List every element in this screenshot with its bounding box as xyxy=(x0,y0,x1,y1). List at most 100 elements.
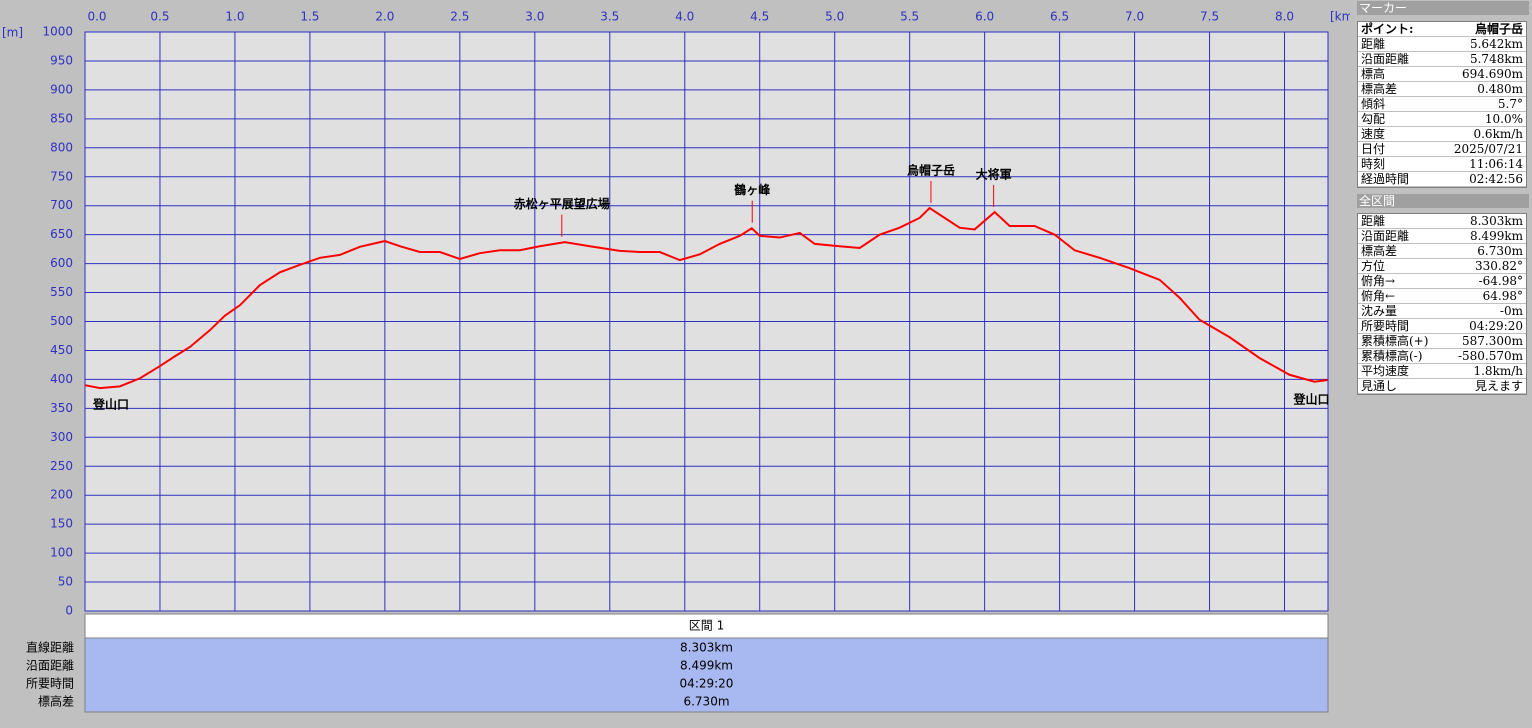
x-tick-label: 3.5 xyxy=(600,10,619,24)
section-body xyxy=(84,637,1329,713)
info-key: 俯角→ xyxy=(1361,274,1396,288)
total-title: 全区間 xyxy=(1357,194,1529,208)
info-value: 02:42:56 xyxy=(1469,172,1523,186)
x-tick-label: 3.0 xyxy=(525,10,544,24)
info-value: 04:29:20 xyxy=(1469,319,1523,333)
info-value: 5.748km xyxy=(1469,52,1523,66)
info-row: 距離 5.642km xyxy=(1358,37,1526,52)
info-row: ポイント: 烏帽子岳 xyxy=(1358,22,1526,37)
section-row-value: 04:29:20 xyxy=(680,677,734,691)
x-tick-label: 2.0 xyxy=(375,10,394,24)
info-value: 烏帽子岳 xyxy=(1474,22,1523,36)
info-row: 累積標高(+) 587.300m xyxy=(1358,334,1526,349)
info-key: 方位 xyxy=(1361,259,1386,273)
info-row: 日付 2025/07/21 xyxy=(1358,142,1526,157)
info-row: 標高差 0.480m xyxy=(1358,82,1526,97)
section-row-label: 標高差 xyxy=(38,694,74,709)
info-value: -64.98° xyxy=(1478,274,1523,288)
y-axis-label: [m] xyxy=(2,26,23,40)
info-row: 距離 8.303km xyxy=(1358,214,1526,229)
total-panel: 距離 8.303km 沿面距離 8.499km 標高差 6.730m 方位 330.82° 俯角… xyxy=(1357,213,1527,395)
waypoint-label: 大将軍 xyxy=(976,166,1012,181)
section-row-value: 8.499km xyxy=(680,659,733,673)
y-tick-label: 100 xyxy=(50,546,73,560)
x-tick-label: 0.0 xyxy=(87,10,106,24)
info-key: 俯角← xyxy=(1361,289,1396,303)
info-row: 経過時間 02:42:56 xyxy=(1358,172,1526,187)
info-value: 5.642km xyxy=(1469,37,1523,51)
info-value: 8.499km xyxy=(1469,229,1523,243)
info-row: 俯角← 64.98° xyxy=(1358,289,1526,304)
info-row: 見通し 見えます xyxy=(1358,379,1526,394)
elevation-line xyxy=(84,206,1328,390)
y-tick-label: 350 xyxy=(50,401,73,415)
info-key: ポイント: xyxy=(1361,22,1414,36)
y-tick-label: 0 xyxy=(65,604,73,618)
info-key: 勾配 xyxy=(1361,112,1386,126)
info-row: 累積標高(-) -580.570m xyxy=(1358,349,1526,364)
info-key: 沿面距離 xyxy=(1361,229,1410,243)
info-key: 所要時間 xyxy=(1361,319,1410,333)
info-value: 11:06:14 xyxy=(1469,157,1523,171)
y-tick-label: 700 xyxy=(50,198,73,212)
info-key: 経過時間 xyxy=(1361,172,1410,186)
info-row: 標高差 6.730m xyxy=(1358,244,1526,259)
info-row: 沿面距離 5.748km xyxy=(1358,52,1526,67)
info-key: 累積標高(-) xyxy=(1361,349,1423,363)
y-tick-label: 500 xyxy=(50,314,73,328)
x-tick-label: 4.0 xyxy=(675,10,694,24)
waypoint-label: 登山口 xyxy=(1293,391,1330,406)
info-key: 距離 xyxy=(1361,37,1386,51)
section-row-value: 6.730m xyxy=(683,695,729,709)
info-row: 沈み量 -0m xyxy=(1358,304,1526,319)
info-value: -0m xyxy=(1499,304,1523,318)
info-key: 速度 xyxy=(1361,127,1386,141)
x-tick-label: 0.5 xyxy=(150,10,169,24)
info-value: 330.82° xyxy=(1475,259,1523,273)
info-row: 沿面距離 8.499km xyxy=(1358,229,1526,244)
y-tick-label: 50 xyxy=(58,575,73,589)
x-tick-label: 5.0 xyxy=(825,10,844,24)
x-tick-label: 4.5 xyxy=(750,10,769,24)
marker-panel: ポイント: 烏帽子岳距離 5.642km 沿面距離 5.748km 標高 694.690m 標… xyxy=(1357,21,1527,188)
info-value: 10.0% xyxy=(1484,112,1523,126)
y-tick-label: 600 xyxy=(50,256,73,270)
info-value: 8.303km xyxy=(1469,214,1523,228)
waypoint-label: 赤松ヶ平展望広場 xyxy=(514,196,610,211)
info-key: 標高差 xyxy=(1361,244,1398,258)
y-tick-label: 800 xyxy=(50,140,73,154)
y-tick-label: 950 xyxy=(50,53,73,67)
info-key: 沈み量 xyxy=(1361,304,1398,318)
y-tick-label: 900 xyxy=(50,82,73,96)
waypoint-label: 烏帽子岳 xyxy=(907,162,955,177)
section-row-label: 直線距離 xyxy=(26,640,74,655)
info-key: 距離 xyxy=(1361,214,1386,228)
info-row: 傾斜 5.7° xyxy=(1358,97,1526,112)
x-tick-label: 7.5 xyxy=(1200,10,1219,24)
waypoint-label: 鶴ヶ峰 xyxy=(734,182,771,197)
info-key: 日付 xyxy=(1361,142,1386,156)
info-value: 5.7° xyxy=(1497,97,1523,111)
info-row: 俯角→ -64.98° xyxy=(1358,274,1526,289)
info-row: 速度 0.6km/h xyxy=(1358,127,1526,142)
info-key: 傾斜 xyxy=(1361,97,1386,111)
y-tick-label: 1000 xyxy=(42,25,73,39)
info-row: 所要時間 04:29:20 xyxy=(1358,319,1526,334)
info-key: 見通し xyxy=(1361,379,1398,393)
info-row: 標高 694.690m xyxy=(1358,67,1526,82)
info-value: 2025/07/21 xyxy=(1453,142,1523,156)
section-row-label: 沿面距離 xyxy=(26,659,74,673)
waypoint-label: 登山口 xyxy=(92,397,129,412)
marker-title: マーカー xyxy=(1357,1,1529,15)
x-tick-label: 1.5 xyxy=(300,10,319,24)
y-tick-label: 450 xyxy=(50,343,73,357)
info-key: 標高差 xyxy=(1361,82,1398,96)
info-value: 見えます xyxy=(1474,379,1523,393)
y-tick-label: 250 xyxy=(50,459,73,473)
info-key: 累積標高(+) xyxy=(1361,334,1429,348)
section-row-label: 所要時間 xyxy=(26,677,74,691)
section-header: 区間 1 xyxy=(689,619,724,633)
info-row: 時刻 11:06:14 xyxy=(1358,157,1526,172)
info-value: 6.730m xyxy=(1477,244,1523,258)
info-row: 平均速度 1.8km/h xyxy=(1358,364,1526,379)
